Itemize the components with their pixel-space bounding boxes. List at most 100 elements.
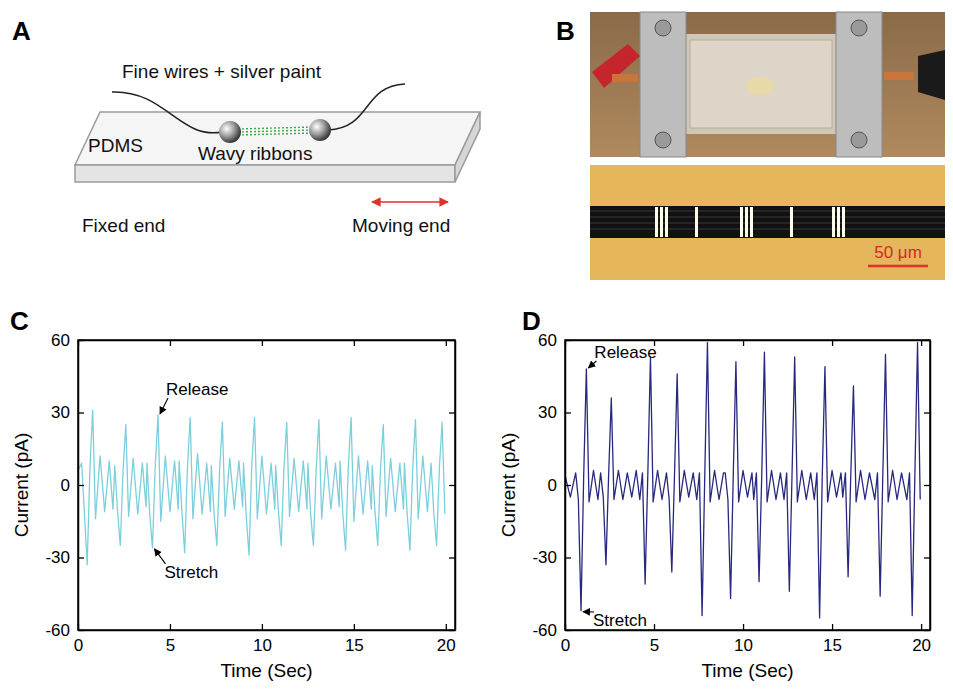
ribbon-line [590, 211, 945, 212]
fine-wire [112, 92, 222, 133]
tick [832, 340, 833, 346]
tick [924, 413, 930, 414]
diagram-label: Fine wires + silver paint [122, 61, 322, 82]
tick-mark [743, 624, 744, 630]
tick-mark [170, 340, 171, 346]
ribbon-crest [660, 207, 663, 237]
tick: 30 [538, 403, 571, 422]
pdms-front-face [75, 165, 455, 182]
tick-label: 60 [51, 331, 70, 350]
ribbon-crest [842, 207, 845, 237]
tick [354, 340, 355, 346]
tick [924, 558, 930, 559]
chart: 05101520-60-3003060Time (Sec)Current (pA… [11, 331, 456, 681]
scale-bar-label: 50 μm [874, 243, 922, 262]
ribbon-crest [832, 207, 835, 237]
tick: 10 [734, 624, 753, 655]
figure: AFine wires + silver paintPDMSWavy ribbo… [0, 0, 953, 689]
tick-label: 0 [61, 476, 70, 495]
tick-label: -60 [532, 621, 557, 640]
tick-label: -30 [45, 548, 70, 567]
screw [851, 132, 867, 148]
tick-mark [565, 557, 571, 558]
tick [449, 558, 455, 559]
tick: 20 [437, 624, 456, 655]
axis: 0 5 10 15 20 [74, 624, 456, 655]
tick [170, 340, 171, 346]
tick-mark [654, 624, 655, 630]
tick-mark [449, 412, 455, 413]
screw [851, 20, 867, 36]
tick: 5 [650, 624, 659, 655]
diagram-label: Fixed end [82, 215, 165, 236]
diagram-label: Wavy ribbons [198, 143, 312, 164]
tick: 15 [345, 624, 364, 655]
scale-bar [868, 265, 928, 268]
plot-frame [78, 340, 455, 630]
tick-label: 10 [253, 636, 272, 655]
wavy-ribbon [238, 127, 314, 129]
annotation-arrow [160, 398, 168, 414]
wavy-ribbon [238, 133, 314, 135]
tick-mark [78, 485, 84, 486]
silver-paint-dot [219, 121, 241, 143]
tick-mark [446, 624, 447, 630]
annotation-arrow [154, 549, 165, 564]
tick-mark [832, 340, 833, 346]
tick-label: 30 [538, 403, 557, 422]
chart: 05101520-60-3003060Time (Sec)Current (pA… [498, 331, 931, 681]
tick: 5 [166, 624, 175, 655]
silver-paint-dot [309, 119, 331, 141]
tick-mark [924, 412, 930, 413]
tick [449, 485, 455, 486]
tick-label: 60 [538, 331, 557, 350]
tick-mark [170, 624, 171, 630]
tick-label: 0 [74, 636, 83, 655]
panel-letter: D [522, 306, 541, 336]
annotation: Stretch [593, 611, 647, 630]
photo-device [590, 12, 945, 157]
tick-mark [354, 624, 355, 630]
tick-label: 5 [166, 636, 175, 655]
alligator-clip [592, 44, 640, 88]
micrograph [590, 165, 945, 280]
screw [655, 132, 671, 148]
x-axis-title: Time (Sec) [220, 660, 312, 681]
tick [743, 340, 744, 346]
tick: 20 [912, 624, 931, 655]
tick-mark [565, 412, 571, 413]
photographs: 50 μm [590, 12, 945, 280]
tick-mark [449, 485, 455, 486]
ribbon-crest [837, 207, 840, 237]
axis [79, 340, 456, 346]
annotation-arrow [588, 361, 596, 368]
sample [746, 77, 774, 95]
ribbon-crest [745, 207, 748, 237]
tick [446, 340, 447, 346]
signal-line [78, 410, 445, 565]
diagram: Fine wires + silver paintPDMSWavy ribbon… [75, 61, 480, 236]
pdms-top-face [75, 112, 480, 165]
tick-mark [262, 340, 263, 346]
tick-mark [924, 485, 930, 486]
annotation: Release [594, 343, 656, 362]
tick-label: 0 [548, 476, 557, 495]
tick: 0 [61, 476, 84, 495]
motion-arrow [372, 201, 448, 203]
y-axis-title: Current (pA) [498, 433, 519, 538]
ribbon-crest [750, 207, 753, 237]
tick-mark [354, 340, 355, 346]
tick [921, 340, 922, 346]
tick-mark [743, 340, 744, 346]
tick-label: 0 [561, 636, 570, 655]
tick-label: 20 [912, 636, 931, 655]
ribbon-line [590, 229, 945, 230]
tick [449, 413, 455, 414]
pdms-side-face [455, 112, 480, 182]
tick: 30 [51, 403, 84, 422]
tick: 15 [823, 624, 842, 655]
x-axis-title: Time (Sec) [701, 660, 793, 681]
tick-mark [565, 485, 571, 486]
plot-area [565, 342, 920, 618]
ribbon-crest [695, 207, 698, 237]
